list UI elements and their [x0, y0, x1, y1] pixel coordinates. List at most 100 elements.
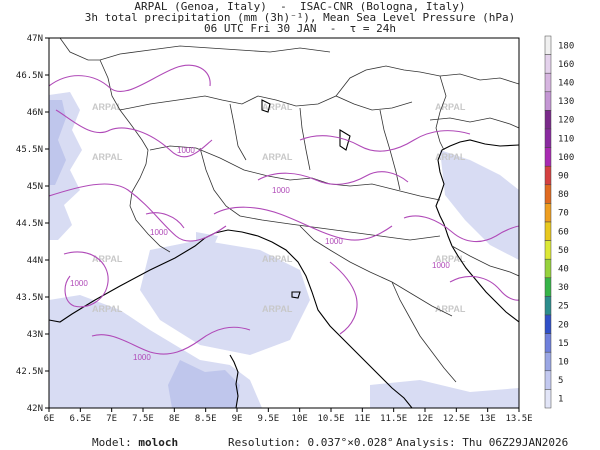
- colorbar-label: 160: [558, 60, 574, 70]
- isobars: [49, 64, 519, 355]
- lat-tick-label: 42N: [27, 404, 43, 414]
- resolution-label: Resolution:: [228, 436, 301, 449]
- coast-elba: [291, 291, 301, 299]
- lat-tick-label: 47N: [27, 34, 43, 44]
- watermark-text: ARPAL: [92, 102, 123, 112]
- colorbar-swatch: [544, 240, 552, 260]
- lat-tick-label: 42.5N: [16, 367, 43, 377]
- model-label: Model:: [92, 436, 132, 449]
- border-austria-italy: [335, 65, 519, 97]
- isobar-line: [213, 206, 393, 241]
- border-regional-9: [429, 117, 519, 129]
- colorbar-swatch: [544, 333, 552, 353]
- watermark-text: ARPAL: [92, 152, 123, 162]
- colorbar-swatch: [544, 110, 552, 130]
- watermark-text: ARPAL: [262, 152, 293, 162]
- colorbar-label: 120: [558, 116, 574, 126]
- colorbar-label: 15: [558, 339, 569, 349]
- lat-tick-label: 45N: [27, 182, 43, 192]
- lon-tick-label: 8.5E: [195, 414, 217, 424]
- lon-tick-label: 9E: [232, 414, 243, 424]
- border-regional-5: [229, 103, 247, 161]
- colorbar-label: 40: [558, 265, 569, 275]
- watermark-text: ARPAL: [92, 304, 123, 314]
- isobar-line: [403, 215, 519, 243]
- border-slovenia-italy: [435, 75, 447, 151]
- colorbar-swatch: [544, 221, 552, 241]
- header-line-3: 06 UTC Fri 30 JAN - τ = 24h: [203, 22, 397, 35]
- colorbar-swatch: [544, 54, 552, 74]
- precipitation-shading: [49, 92, 519, 408]
- longitude-axis: 6E 6.5E 7E 7.5E 8E 8.5E 9E 9.5E 10E 10.5E 11E 11.5E…: [44, 408, 533, 424]
- border-regional-3: [299, 225, 453, 317]
- colorbar-label: 130: [558, 97, 574, 107]
- resolution-value: 0.037°×0.028°: [307, 436, 394, 449]
- colorbar-swatch: [544, 91, 552, 111]
- colorbar-swatch: [544, 277, 552, 297]
- isobar-label: 1000: [133, 353, 151, 362]
- colorbar-swatch: [544, 147, 552, 167]
- border-regional-4: [391, 281, 457, 383]
- lon-tick-label: 11.5E: [380, 414, 407, 424]
- lon-tick-label: 8E: [169, 414, 180, 424]
- isobar-label: 1000: [70, 279, 88, 288]
- isobar-label: 1000: [272, 186, 290, 195]
- colorbar-label: 80: [558, 190, 569, 200]
- colorbar-label: 20: [558, 320, 569, 330]
- isobar-line: [63, 251, 109, 308]
- colorbar-label: 110: [558, 134, 574, 144]
- isobar-label: 1000: [325, 237, 343, 246]
- colorbar-label: 5: [558, 376, 563, 386]
- border-regional-2: [199, 147, 441, 241]
- border-switzerland-italy: [119, 95, 413, 111]
- watermark-text: ARPAL: [262, 304, 293, 314]
- analysis-value: Thu 06Z29JAN2026: [462, 436, 569, 449]
- colorbar-swatch: [544, 35, 552, 55]
- precipitation-colorbar: 1801601401301201101009080706050403025201…: [544, 35, 574, 409]
- precip-area-central-sea: [140, 240, 310, 355]
- colorbar-label: 180: [558, 41, 574, 51]
- colorbar-swatch: [544, 314, 552, 334]
- lat-tick-label: 43.5N: [16, 293, 43, 303]
- isobar-label: 1000: [177, 146, 195, 155]
- lat-tick-label: 46N: [27, 108, 43, 118]
- colorbar-swatch: [544, 72, 552, 93]
- latitude-axis: 47N 46.5N 46N 45.5N 45N 44.5N 44N 43.5N 43N 42.5N…: [16, 34, 49, 414]
- lon-tick-label: 6E: [44, 414, 55, 424]
- precip-area-south-coast: [370, 380, 519, 408]
- isobar-labels: 1000 1000 1000 1000 1000 1000 1000: [70, 146, 450, 362]
- lon-tick-label: 10.5E: [317, 414, 344, 424]
- colorbar-swatch: [544, 203, 552, 223]
- footer-model: Model: moloch: [92, 436, 178, 449]
- lat-tick-label: 46.5N: [16, 71, 43, 81]
- isobar-line: [91, 326, 251, 355]
- lon-tick-label: 12E: [417, 414, 433, 424]
- colorbar-label: 140: [558, 79, 574, 89]
- colorbar-swatch: [544, 351, 552, 372]
- precip-area-adriatic: [440, 150, 519, 260]
- colorbar-swatch: [544, 184, 552, 204]
- model-value: moloch: [138, 436, 179, 449]
- coast-ligurian-tyrrhenian: [49, 229, 413, 408]
- watermark-text: ARPAL: [435, 254, 466, 264]
- colorbar-label: 10: [558, 358, 569, 368]
- header-line-2: 3h total precipitation (mm (3h)⁻¹), Mean…: [84, 11, 516, 24]
- coastlines: [49, 99, 519, 408]
- isobar-line: [55, 109, 213, 158]
- coast-adriatic-central: [443, 223, 519, 323]
- isobar-line: [299, 130, 471, 152]
- isobar-label: 1000: [150, 228, 168, 237]
- colorbar-swatch: [544, 370, 552, 390]
- colorbar-swatch: [544, 128, 552, 148]
- colorbar-swatch: [544, 165, 552, 186]
- colorbar-label: 70: [558, 209, 569, 219]
- colorbar-label: 30: [558, 283, 569, 293]
- colorbar-label: 90: [558, 172, 569, 182]
- isobar-line: [49, 64, 211, 93]
- lon-tick-label: 7.5E: [132, 414, 154, 424]
- colorbar-swatch: [544, 296, 552, 316]
- lon-tick-label: 10E: [292, 414, 308, 424]
- lon-tick-label: 7E: [106, 414, 117, 424]
- watermark-text: ARPAL: [435, 304, 466, 314]
- watermark-text: ARPAL: [435, 102, 466, 112]
